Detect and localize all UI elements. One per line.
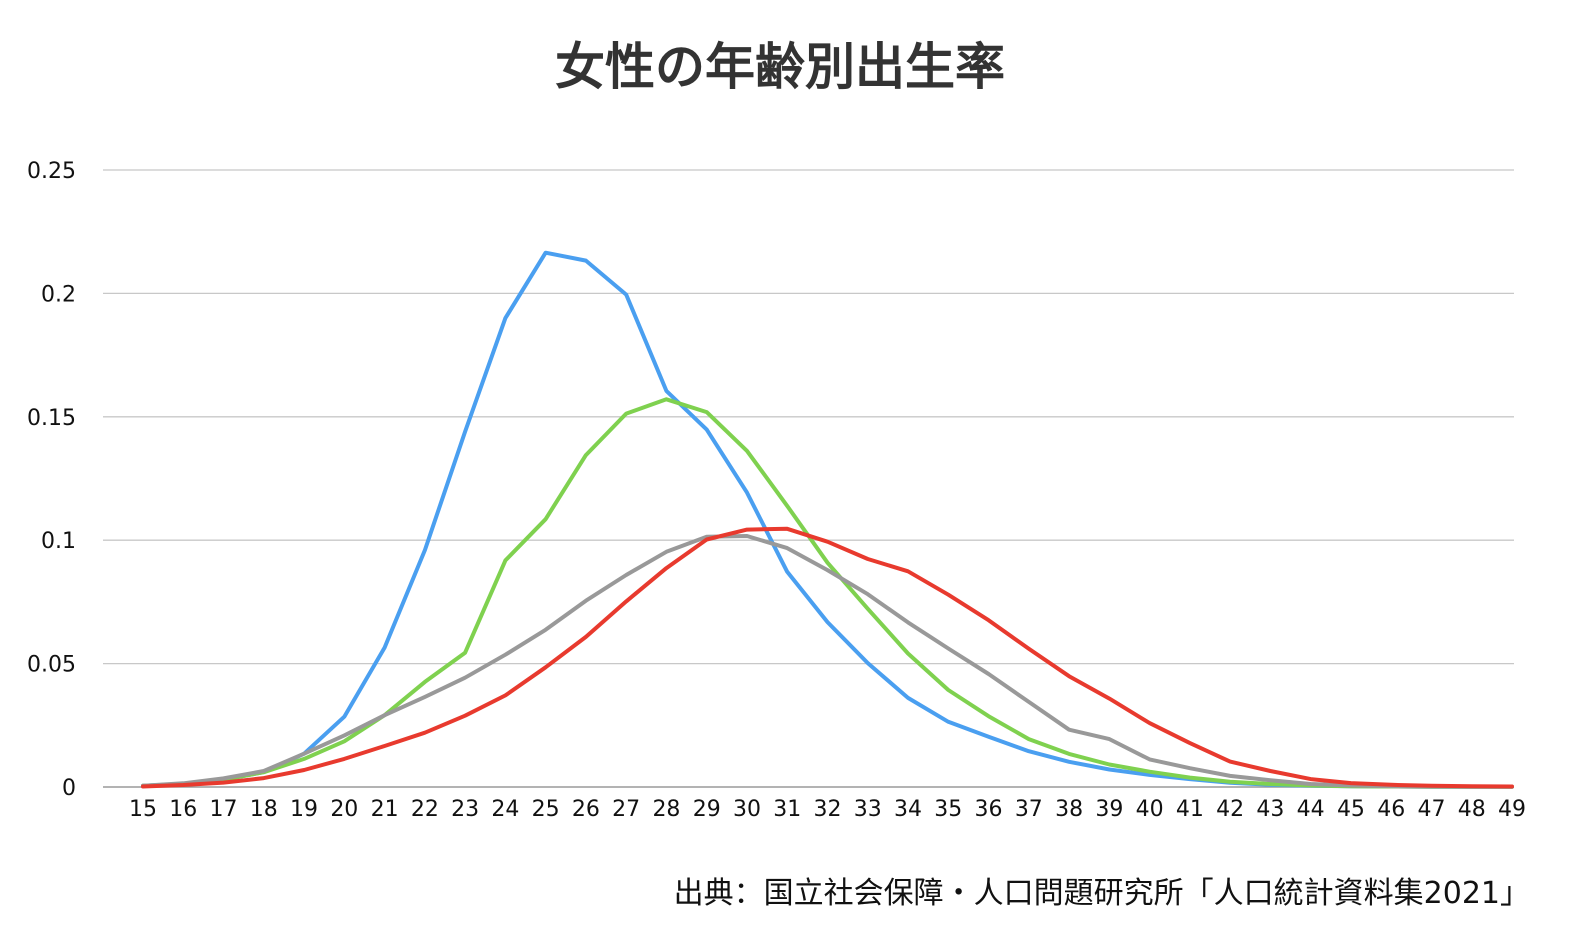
x-tick-label: 26	[572, 797, 600, 822]
x-tick-label: 44	[1297, 797, 1325, 822]
y-tick-label: 0	[62, 776, 76, 801]
x-tick-label: 29	[693, 797, 721, 822]
x-tick-label: 46	[1377, 797, 1405, 822]
series-line-1	[141, 250, 1514, 789]
x-tick-label: 21	[371, 797, 399, 822]
y-tick-label: 0.1	[41, 529, 76, 554]
y-tick-labels: 0 0.05 0.1 0.15 0.2 0.25	[27, 159, 76, 801]
x-tick-label: 25	[532, 797, 560, 822]
y-tick-label: 0.15	[27, 406, 76, 431]
x-tick-label: 33	[854, 797, 882, 822]
x-tick-label: 40	[1136, 797, 1164, 822]
x-tick-label: 28	[652, 797, 680, 822]
x-tick-label: 42	[1216, 797, 1244, 822]
x-tick-label: 35	[934, 797, 962, 822]
x-tick-label: 37	[1015, 797, 1043, 822]
x-tick-label: 48	[1458, 797, 1486, 822]
x-tick-label: 30	[733, 797, 761, 822]
x-tick-label: 36	[975, 797, 1003, 822]
x-tick-label: 15	[129, 797, 157, 822]
x-tick-label: 19	[290, 797, 318, 822]
x-tick-label: 18	[250, 797, 278, 822]
source-note: 出典：国立社会保障・人口問題研究所「人口統計資料集2021」	[674, 876, 1530, 911]
x-tick-label: 24	[491, 797, 519, 822]
x-tick-label: 32	[814, 797, 842, 822]
x-tick-label: 17	[210, 797, 238, 822]
x-tick-label: 49	[1498, 797, 1526, 822]
x-tick-label: 47	[1417, 797, 1445, 822]
x-tick-label: 31	[773, 797, 801, 822]
series-line-3	[141, 534, 1514, 789]
chart-title: 女性の年齢別出生率	[555, 38, 1005, 96]
x-tick-label: 38	[1055, 797, 1083, 822]
series-line-4	[141, 526, 1514, 789]
gridlines	[103, 169, 1514, 788]
y-tick-label: 0.05	[27, 653, 76, 678]
x-tick-label: 20	[330, 797, 358, 822]
series-lines	[141, 250, 1514, 789]
x-tick-label: 45	[1337, 797, 1365, 822]
x-tick-labels: 15 16 17 18 19 20 21 22 23 24 25 26 27 28 29 30 31 32 33 34…	[129, 797, 1526, 822]
y-tick-label: 0.2	[41, 282, 76, 307]
y-tick-label: 0.25	[27, 159, 76, 184]
x-tick-label: 23	[451, 797, 479, 822]
x-tick-label: 39	[1095, 797, 1123, 822]
x-tick-label: 43	[1256, 797, 1284, 822]
x-tick-label: 22	[411, 797, 439, 822]
x-tick-label: 16	[169, 797, 197, 822]
x-tick-label: 41	[1176, 797, 1204, 822]
x-tick-label: 27	[612, 797, 640, 822]
x-tick-label: 34	[894, 797, 922, 822]
series-line-2	[141, 397, 1514, 789]
